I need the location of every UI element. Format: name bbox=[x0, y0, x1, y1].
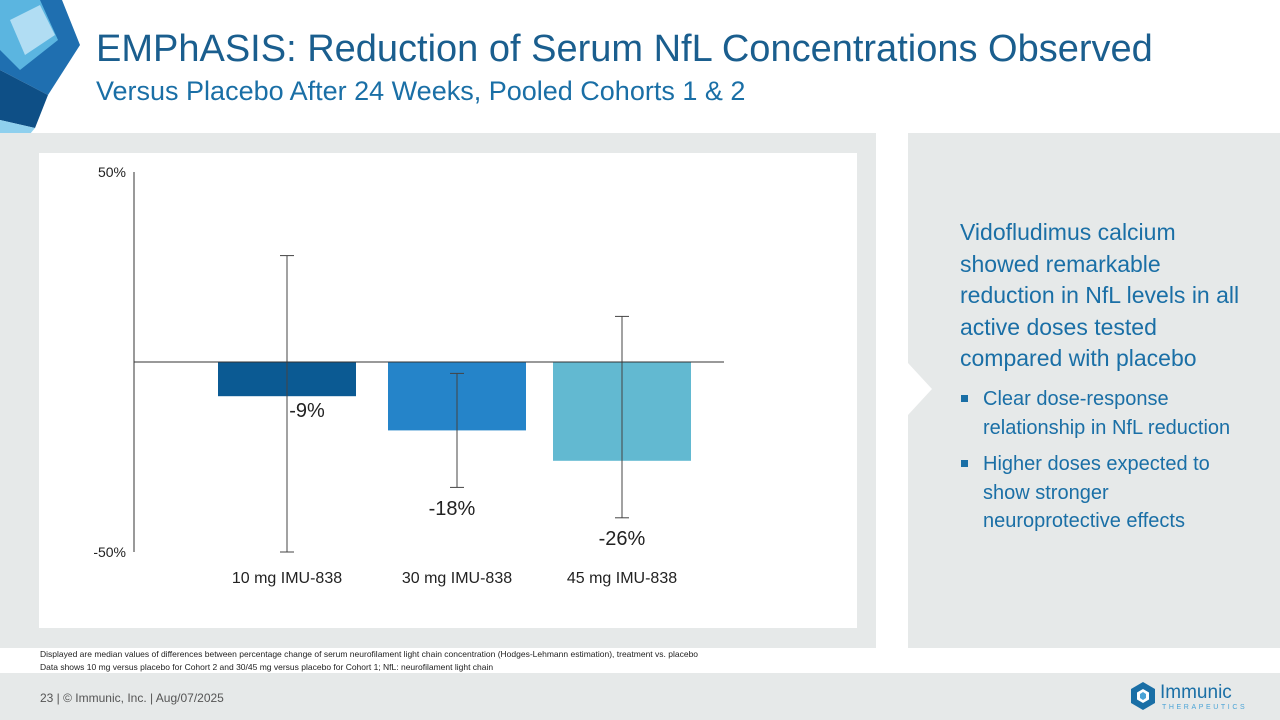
bar-chart: 50% -50% -9% 10 mg IMU-838 -18% 30 mg IMU-838… bbox=[93, 164, 724, 587]
bullet-item: Clear dose-response relationship in NfL … bbox=[958, 385, 1248, 442]
bullet-text: Clear dose-response relationship in NfL … bbox=[983, 388, 1231, 439]
panel-notch bbox=[908, 363, 932, 415]
data-label: -9% bbox=[289, 400, 325, 422]
chart-area: 50% -50% -9% 10 mg IMU-838 -18% 30 mg IMU-838… bbox=[39, 153, 857, 628]
footer: 23 | © Immunic, Inc. | Aug/07/2025 Immun… bbox=[0, 673, 1280, 720]
x-tick-label: 45 mg IMU-838 bbox=[567, 570, 677, 587]
footer-text: 23 | © Immunic, Inc. | Aug/07/2025 bbox=[40, 691, 224, 705]
bullet-square-icon bbox=[961, 460, 968, 467]
footnote-2: Data shows 10 mg versus placebo for Coho… bbox=[40, 662, 494, 672]
x-tick-label: 10 mg IMU-838 bbox=[232, 570, 342, 587]
bullet-item: Higher doses expected to show stronger n… bbox=[958, 450, 1248, 536]
y-tick-label: 50% bbox=[98, 164, 126, 180]
y-tick-label: -50% bbox=[93, 544, 126, 560]
x-tick-label: 30 mg IMU-838 bbox=[402, 570, 512, 587]
bullet-square-icon bbox=[961, 395, 968, 402]
summary-lead: Vidofludimus calcium showed remarkable r… bbox=[960, 219, 1240, 371]
bullet-text: Higher doses expected to show stronger n… bbox=[983, 453, 1210, 532]
logo-icon bbox=[1131, 682, 1155, 710]
page-subtitle: Versus Placebo After 24 Weeks, Pooled Co… bbox=[96, 76, 746, 106]
summary-panel: Vidofludimus calcium showed remarkable r… bbox=[908, 133, 1280, 648]
data-label: -26% bbox=[599, 528, 646, 550]
summary-bullets: Clear dose-response relationship in NfL … bbox=[958, 385, 1248, 544]
page-title: EMPhASIS: Reduction of Serum NfL Concent… bbox=[96, 28, 1153, 70]
logo-name: Immunic bbox=[1160, 682, 1232, 703]
footnote-1: Displayed are median values of differenc… bbox=[40, 649, 699, 659]
logo-subtitle: THERAPEUTICS bbox=[1162, 704, 1248, 711]
immunic-logo: Immunic THERAPEUTICS bbox=[1130, 681, 1245, 715]
data-label: -18% bbox=[429, 498, 476, 520]
